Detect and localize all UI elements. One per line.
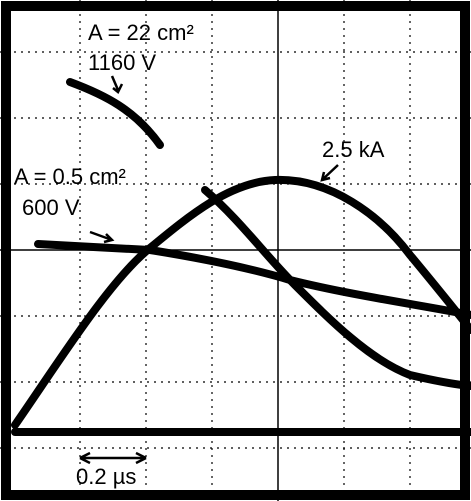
oscilloscope: A = 22 cm² 1160 V A = 0.5 cm² 600 V 2.5 … bbox=[0, 0, 471, 501]
label: 2.5 kA bbox=[322, 137, 385, 162]
label: A = 22 cm² bbox=[88, 20, 194, 45]
label: A = 0.5 cm² bbox=[14, 164, 126, 189]
label: 0.2 µs bbox=[76, 464, 136, 489]
label: 1160 V bbox=[88, 50, 156, 75]
label: 600 V bbox=[22, 195, 80, 220]
